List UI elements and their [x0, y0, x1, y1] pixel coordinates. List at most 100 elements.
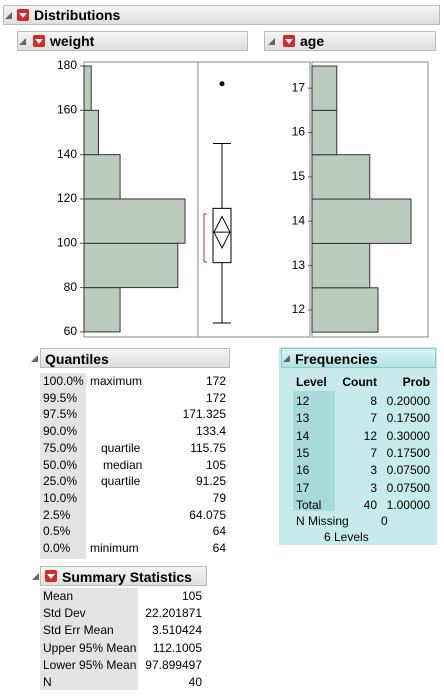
- histogram-bar: [311, 198, 412, 244]
- disclosure-icon[interactable]: [19, 38, 26, 45]
- y-tick-label: 60: [64, 324, 78, 338]
- histogram-bar: [311, 109, 338, 156]
- quantile-label: median: [103, 457, 143, 472]
- box: [212, 207, 232, 264]
- quantile-pct: 97.5%: [43, 407, 78, 422]
- column-bg: [40, 588, 138, 690]
- quantile-value: 172: [205, 374, 226, 388]
- quantile-pct: 90.0%: [43, 424, 78, 439]
- quantile-label: quartile: [101, 474, 141, 489]
- levels: 6 Levels: [324, 530, 369, 544]
- quantile-label: minimum: [90, 541, 139, 555]
- quantile-value: 64: [212, 541, 226, 555]
- freq-cell: 0.20000: [386, 394, 430, 408]
- freq-cell: 3: [370, 480, 377, 495]
- quantile-value: 133.4: [195, 424, 226, 439]
- disclosure-icon[interactable]: [31, 355, 38, 362]
- header-text: Distributions: [34, 7, 121, 23]
- quantile-pct: 10.0%: [43, 490, 78, 505]
- quantile-label: quartile: [101, 440, 141, 455]
- missing-value: 0: [381, 514, 388, 528]
- header-text: Summary Statistics: [62, 569, 192, 585]
- stat-label: Mean: [43, 589, 74, 603]
- quantile-pct: 2.5%: [43, 507, 71, 522]
- freq-cell: 0.30000: [386, 428, 430, 443]
- stat-label: Std Dev: [43, 606, 86, 621]
- freq-cell: 0.07500: [386, 480, 430, 495]
- stat-value: 97.899497: [145, 657, 202, 672]
- freq-cell: 13: [296, 411, 310, 426]
- stat-label: N: [43, 675, 52, 689]
- header-text: Frequencies: [295, 351, 378, 367]
- histogram-bar: [311, 287, 379, 333]
- column-header: Prob: [402, 375, 430, 389]
- quantile-label: maximum: [90, 374, 143, 388]
- section-header: [281, 348, 436, 368]
- histogram-bar: [83, 154, 121, 200]
- quantile-pct: 75.0%: [43, 440, 78, 455]
- freq-cell: 0.17500: [386, 411, 430, 426]
- menu-icon[interactable]: [33, 35, 45, 47]
- freq-cell: 7: [370, 411, 377, 426]
- y-tick-label: 16: [292, 125, 306, 139]
- boxplot-frame: [197, 61, 311, 338]
- y-tick-label: 100: [57, 235, 77, 249]
- section-header: [40, 566, 207, 586]
- column-bg: [40, 373, 86, 559]
- y-tick-label: 120: [57, 191, 77, 205]
- section-header: [17, 31, 248, 51]
- mean-diamond: [213, 215, 231, 250]
- quantile-pct: 100.0%: [43, 374, 84, 388]
- disclosure-icon[interactable]: [32, 573, 39, 580]
- quantile-value: 171.325: [182, 407, 226, 422]
- quantile-pct: 25.0%: [43, 474, 78, 489]
- histogram-bar: [83, 287, 121, 333]
- column-header: Count: [342, 375, 377, 389]
- stat-label: Upper 95% Mean: [43, 640, 137, 655]
- header-text: age: [300, 33, 325, 49]
- quantile-pct: 0.5%: [43, 524, 71, 539]
- quantile-value: 105: [205, 457, 226, 472]
- section-header: [3, 5, 440, 25]
- y-tick-label: 140: [57, 147, 77, 161]
- quantile-value: 64.075: [189, 507, 226, 522]
- freq-cell: 8: [370, 394, 377, 408]
- freq-cell: 16: [296, 463, 310, 478]
- y-tick-label: 180: [57, 58, 77, 72]
- quantile-pct: 0.0%: [43, 541, 71, 555]
- header-text: weight: [50, 33, 95, 49]
- quantile-value: 91.25: [195, 474, 226, 489]
- freq-cell: 14: [296, 428, 310, 443]
- section-header: [40, 348, 230, 368]
- freq-cell: 0.07500: [386, 463, 430, 478]
- menu-icon[interactable]: [283, 35, 295, 47]
- histogram-bar: [83, 242, 179, 289]
- y-tick-label: 17: [292, 80, 306, 94]
- menu-icon[interactable]: [17, 9, 29, 21]
- disclosure-icon[interactable]: [283, 355, 290, 362]
- freq-cell: 0.17500: [386, 445, 430, 460]
- menu-icon[interactable]: [45, 570, 57, 582]
- freq-cell: 40: [363, 497, 377, 512]
- disclosure-icon[interactable]: [5, 12, 12, 19]
- y-tick-label: 14: [292, 213, 306, 227]
- y-tick-label: 15: [292, 169, 306, 183]
- histogram-bar: [83, 109, 99, 156]
- histogram-bar: [83, 198, 186, 244]
- y-tick-label: 80: [64, 280, 78, 294]
- quantile-value: 115.75: [190, 440, 226, 455]
- section-header: [264, 31, 436, 51]
- stat-label: Std Err Mean: [43, 623, 114, 638]
- disclosure-icon[interactable]: [268, 38, 275, 45]
- stat-value: 3.510424: [151, 623, 202, 638]
- histogram-bar: [311, 154, 371, 200]
- stat-value: 22.201871: [145, 606, 202, 621]
- missing-label: N Missing: [296, 514, 349, 528]
- y-tick-label: 160: [57, 102, 77, 116]
- freq-cell: 7: [370, 445, 377, 460]
- column-header: Level: [296, 375, 327, 389]
- freq-cell: 1.00000: [386, 497, 430, 512]
- stat-value: 105: [181, 589, 202, 603]
